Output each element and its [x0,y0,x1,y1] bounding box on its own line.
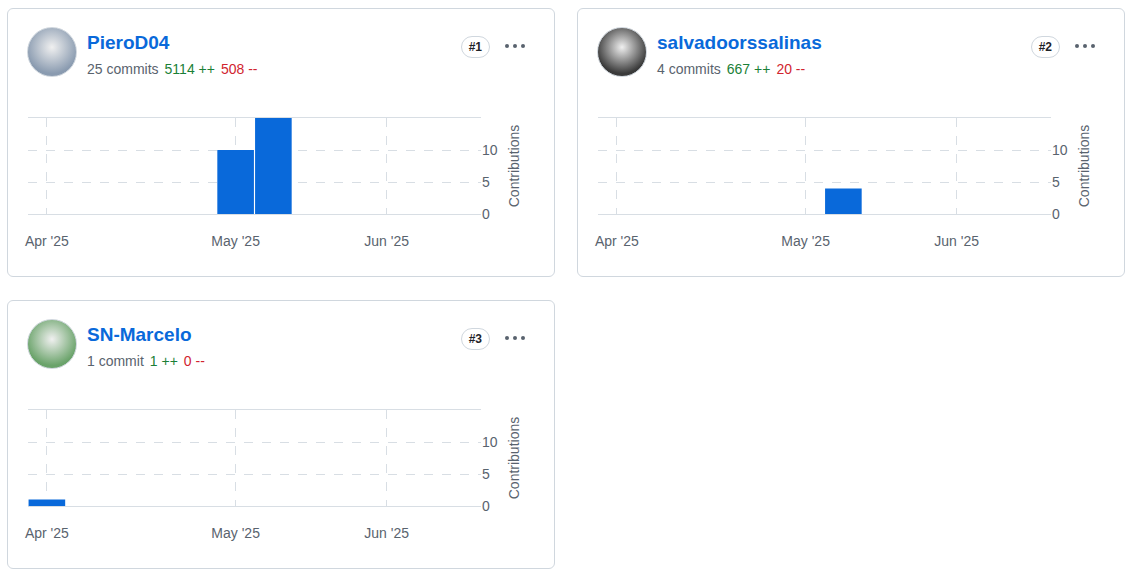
html-text:#2: #2 [1038,40,1052,54]
svg-text:Jun '25: Jun '25 [934,233,979,249]
html-text:1 commit 1 ++ 0 --: 1 commit 1 ++ 0 -- [87,353,205,369]
svg-text:5: 5 [1052,174,1060,190]
svg-text:Apr '25: Apr '25 [595,233,639,249]
svg-text:10: 10 [482,434,498,450]
svg-text:Contributions: Contributions [506,417,522,500]
html-text:#1: #1 [468,40,482,54]
svg-text:0: 0 [1052,206,1060,222]
html-text:SN-Marcelo: SN-Marcelo [87,324,192,345]
svg-text:Contributions: Contributions [1076,125,1092,208]
svg-text:0: 0 [482,206,490,222]
svg-text:Apr '25: Apr '25 [25,233,69,249]
html-text:#3: #3 [468,332,482,346]
svg-text:Jun '25: Jun '25 [364,233,409,249]
html-text:4 commits 667 ++ 20 --: 4 commits 667 ++ 20 -- [657,61,806,77]
svg-text:May '25: May '25 [781,233,830,249]
svg-text:10: 10 [482,142,498,158]
svg-text:Jun '25: Jun '25 [364,525,409,541]
svg-text:5: 5 [482,174,490,190]
html-text:PieroD04: PieroD04 [87,32,170,53]
html-text:25 commits 5114 ++ 508 --: 25 commits 5114 ++ 508 -- [87,61,258,77]
svg-text:Apr '25: Apr '25 [25,525,69,541]
svg-text:10: 10 [1052,142,1068,158]
svg-text:May '25: May '25 [211,233,260,249]
svg-text:5: 5 [482,466,490,482]
html-text:salvadoorssalinas: salvadoorssalinas [657,32,822,53]
svg-text:0: 0 [482,498,490,514]
svg-text:May '25: May '25 [211,525,260,541]
svg-text:Contributions: Contributions [506,125,522,208]
